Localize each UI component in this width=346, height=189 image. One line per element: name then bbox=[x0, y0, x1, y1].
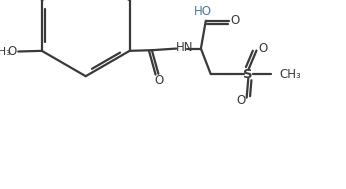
Text: HO: HO bbox=[194, 5, 212, 18]
Text: O: O bbox=[236, 94, 245, 107]
Text: O: O bbox=[230, 14, 240, 27]
Text: CH₃: CH₃ bbox=[0, 46, 11, 57]
Text: CH₃: CH₃ bbox=[279, 67, 301, 81]
Text: HN: HN bbox=[176, 41, 193, 54]
Text: O: O bbox=[8, 45, 17, 58]
Text: O: O bbox=[258, 42, 268, 55]
Text: O: O bbox=[154, 74, 163, 88]
Text: S: S bbox=[244, 67, 253, 81]
